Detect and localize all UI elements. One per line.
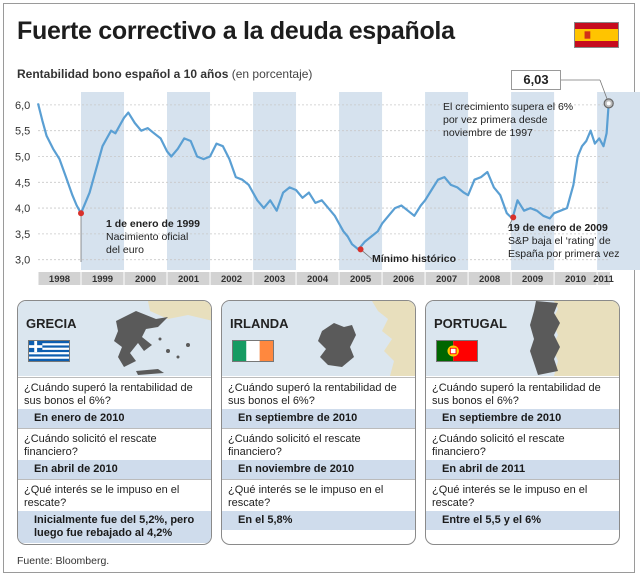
panel-portugal-a2: En abril de 2011 [426, 460, 619, 479]
panel-portugal-q2: ¿Cuándo solicitó el rescate financiero? [426, 428, 619, 460]
event-marker [357, 246, 364, 253]
chart-subtitle-bold: Rentabilidad bono español a 10 años [17, 67, 229, 81]
y-tick-label: 4,5 [15, 177, 30, 189]
x-axis-bar [38, 272, 610, 285]
map-irlanda [222, 301, 415, 376]
callout-sp-line1: S&P baja el ‘rating’ de [508, 235, 611, 247]
panel-grecia-qa: ¿Cuándo superó la rentabilidad de sus bo… [18, 377, 211, 543]
page-title: Fuerte correctivo a la deuda española [17, 17, 455, 45]
panel-irlanda-a1: En septiembre de 2010 [222, 409, 415, 428]
spain-flag-icon [574, 22, 619, 48]
callout-sp: 19 de enero de 2009 S&P baja el ‘rating’… [508, 222, 619, 261]
panel-irlanda-qa: ¿Cuándo superó la rentabilidad de sus bo… [222, 377, 415, 530]
x-tick-label: 2003 [264, 274, 285, 285]
ireland-flag-icon [232, 340, 274, 362]
y-tick-label: 5,0 [15, 151, 30, 163]
callout-euro-line1: Nacimiento oficial [106, 231, 189, 243]
year-band [339, 92, 383, 270]
x-tick-label: 2008 [479, 274, 500, 285]
panel-portugal: PORTUGAL ¿Cuándo superó la rentabilidad … [425, 300, 620, 545]
y-tick-label: 6,0 [15, 100, 30, 112]
callout-peak: El crecimiento supera el 6% por vez prim… [443, 101, 573, 140]
callout-euro: 1 de enero de 1999 Nacimiento oficial de… [106, 218, 200, 257]
panel-grecia-q3: ¿Qué interés se le impuso en el rescate? [18, 479, 211, 511]
year-band [81, 92, 125, 270]
x-tick-label: 2010 [565, 274, 586, 285]
peak-marker-center [606, 101, 611, 106]
callout-sp-date: 19 de enero de 2009 [508, 222, 608, 234]
x-tick-label: 2011 [593, 274, 614, 285]
panel-irlanda: IRLANDA ¿Cuándo superó la rentabilidad d… [221, 300, 416, 545]
panel-portugal-a3: Entre el 5,5 y el 6% [426, 511, 619, 530]
callout-minimo: Mínimo histórico [372, 253, 456, 265]
x-tick-label: 2001 [178, 274, 200, 285]
event-marker [510, 214, 517, 221]
year-band [511, 92, 555, 270]
callout-euro-date: 1 de enero de 1999 [106, 218, 200, 230]
panel-irlanda-name: IRLANDA [230, 316, 289, 331]
x-tick-label: 2006 [393, 274, 414, 285]
chart-subtitle-unit: (en porcentaje) [231, 67, 313, 81]
panel-grecia-a2: En abril de 2010 [18, 460, 211, 479]
map-grecia [18, 301, 211, 376]
panel-irlanda-q3: ¿Qué interés se le impuso en el rescate? [222, 479, 415, 511]
y-tick-label: 5,5 [15, 126, 30, 138]
panel-grecia-name: GRECIA [26, 316, 77, 331]
x-tick-label: 2007 [436, 274, 457, 285]
y-tick-label: 3,5 [15, 229, 30, 241]
yield-line-chart: 6,0 5,5 5,0 4,5 4,0 3,5 3,0 1998 1999 2000 2001 200… [15, 79, 640, 285]
event-marker [78, 210, 85, 217]
x-tick-label: 1999 [92, 274, 113, 285]
year-band [597, 92, 640, 270]
y-tick-label: 4,0 [15, 203, 30, 215]
yield-series-line [36, 103, 610, 251]
year-band [167, 92, 211, 270]
callout-peak-line3: noviembre de 1997 [443, 127, 533, 139]
infographic-frame [3, 3, 635, 573]
panel-portugal-q1: ¿Cuándo superó la rentabilidad de sus bo… [426, 377, 619, 409]
panel-portugal-name: PORTUGAL [434, 316, 507, 331]
panel-portugal-a1: En septiembre de 2010 [426, 409, 619, 428]
callout-peak-line1: El crecimiento supera el 6% [443, 101, 574, 113]
x-tick-label: 2004 [307, 274, 329, 285]
source-note: Fuente: Bloomberg. [17, 555, 110, 567]
panel-irlanda-q1: ¿Cuándo superó la rentabilidad de sus bo… [222, 377, 415, 409]
panel-grecia-a1: En enero de 2010 [18, 409, 211, 428]
panel-irlanda-a2: En noviembre de 2010 [222, 460, 415, 479]
panel-grecia-a3: Inicialmente fue del 5,2%, pero luego fu… [18, 511, 211, 543]
ireland-map-icon [318, 301, 415, 376]
panel-portugal-q3: ¿Qué interés se le impuso en el rescate? [426, 479, 619, 511]
panel-portugal-qa: ¿Cuándo superó la rentabilidad de sus bo… [426, 377, 619, 530]
callout-peak-value: 6,03 [511, 70, 561, 90]
greece-map-icon [114, 301, 211, 375]
x-tick-label: 2000 [135, 274, 156, 285]
x-tick-label: 1998 [49, 274, 70, 285]
portugal-flag-icon [436, 340, 478, 362]
y-tick-label: 3,0 [15, 255, 30, 267]
callout-euro-line2: del euro [106, 244, 144, 256]
panel-irlanda-q2: ¿Cuándo solicitó el rescate financiero? [222, 428, 415, 460]
greece-flag-icon [28, 340, 70, 362]
callout-sp-line2: España por primera vez [508, 248, 620, 260]
callout-peak-line2: por vez primera desde [443, 114, 548, 126]
panel-grecia-q1: ¿Cuándo superó la rentabilidad de sus bo… [18, 377, 211, 409]
x-tick-label: 2005 [350, 274, 372, 285]
panel-grecia: GRECIA ¿Cuándo superó la rentabilidad de… [17, 300, 212, 545]
x-tick-label: 2002 [221, 274, 242, 285]
panel-grecia-q2: ¿Cuándo solicitó el rescate financiero? [18, 428, 211, 460]
year-band [253, 92, 297, 270]
portugal-map-icon [530, 301, 619, 376]
panel-irlanda-a3: En el 5,8% [222, 511, 415, 530]
map-portugal [426, 301, 619, 376]
chart-subtitle: Rentabilidad bono español a 10 años (en … [17, 67, 312, 81]
x-tick-label: 2009 [522, 274, 543, 285]
